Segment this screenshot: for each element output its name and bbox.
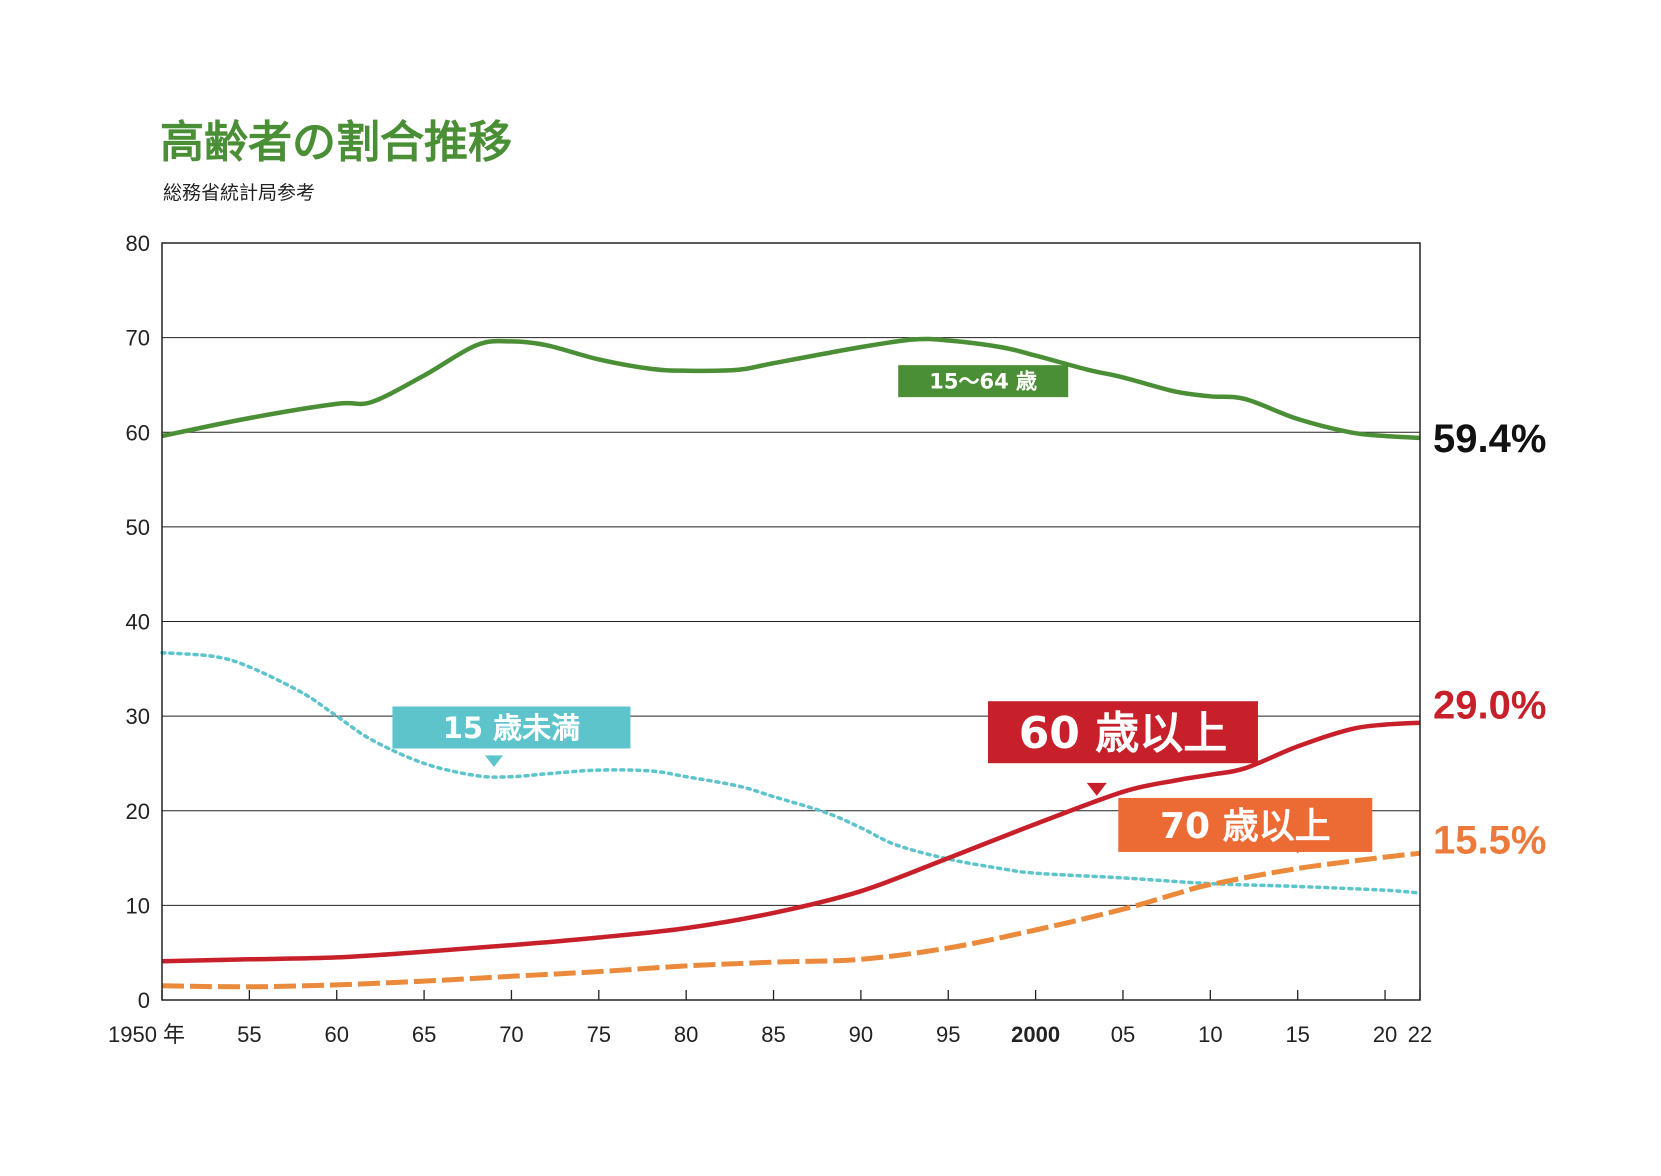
y-axis-ticks: 0 10 20 30 40 50 60 70 80 — [126, 231, 150, 1013]
x-tick-label-2000: 2000 — [1011, 1022, 1060, 1047]
x-tick-label-15: 15 — [1285, 1022, 1309, 1047]
x-tick-label-70: 70 — [499, 1022, 523, 1047]
x-tick-label-60: 60 — [324, 1022, 348, 1047]
label-60-plus-pointer — [1086, 782, 1107, 796]
label-70-plus-pointer — [1287, 840, 1308, 854]
x-tick-label-55: 55 — [237, 1022, 261, 1047]
chart-title: 高齢者の割合推移 — [160, 117, 512, 168]
grid — [162, 337, 1420, 906]
x-tick-label-20: 20 — [1373, 1022, 1397, 1047]
label-70-plus-box — [1118, 797, 1373, 852]
chart-subtitle: 総務省統計局参考 — [163, 182, 315, 204]
annotations: 15〜64 歳 15 歳未満 60 歳以上 70 歳以上 — [392, 365, 1373, 854]
label-60-plus-box — [987, 701, 1258, 764]
end-label-label-15-64: 59.4% — [1433, 417, 1546, 461]
label-under-15-box — [392, 706, 631, 749]
series-layer — [160, 336, 1422, 990]
end-label-label-70-plus: 15.5% — [1433, 818, 1546, 862]
y-tick-label-30: 30 — [126, 704, 150, 729]
label-15-64-text: 15〜64 歳 — [929, 370, 1037, 394]
x-axis-ticks: 1950 年 55 60 65 70 75 80 85 90 95 2000 05 10 15 20 22 — [108, 990, 1432, 1047]
x-tick-label-10: 10 — [1198, 1022, 1222, 1047]
x-tick-label-95: 95 — [936, 1022, 960, 1047]
y-tick-label-40: 40 — [126, 610, 150, 635]
series-line-15-64 — [161, 336, 1421, 441]
label-60-plus-text: 60 歳以上 — [1019, 708, 1228, 759]
y-tick-label-20: 20 — [126, 799, 150, 824]
label-under-15-pointer — [484, 755, 503, 768]
y-tick-label-50: 50 — [126, 515, 150, 540]
series-line-60-plus — [161, 720, 1421, 964]
series-line-70-plus — [161, 850, 1421, 990]
x-tick-label-80: 80 — [674, 1022, 698, 1047]
label-under-15-text: 15 歳未満 — [443, 711, 580, 745]
x-tick-label-90: 90 — [849, 1022, 873, 1047]
x-tick-label-22: 22 — [1408, 1022, 1432, 1047]
y-tick-label-80: 80 — [126, 231, 150, 256]
plot-frame — [161, 242, 1421, 1001]
x-tick-label-75: 75 — [587, 1022, 611, 1047]
label-15-64-pointer — [913, 367, 932, 379]
y-tick-label-60: 60 — [126, 420, 150, 445]
x-tick-label-85: 85 — [761, 1022, 785, 1047]
series-line-under-15 — [160, 650, 1422, 895]
y-tick-label-10: 10 — [126, 893, 150, 918]
x-tick-label-1950: 1950 年 — [108, 1022, 185, 1047]
y-tick-label-0: 0 — [138, 988, 150, 1013]
x-tick-label-65: 65 — [412, 1022, 436, 1047]
label-70-plus-text: 70 歳以上 — [1160, 806, 1331, 847]
end-label-label-60-plus: 29.0% — [1433, 684, 1546, 728]
end-labels: 59.4% 29.0% 15.5% — [1433, 417, 1546, 862]
y-tick-label-70: 70 — [126, 326, 150, 351]
x-tick-label-05: 05 — [1111, 1022, 1135, 1047]
label-15-64-box — [898, 365, 1069, 398]
